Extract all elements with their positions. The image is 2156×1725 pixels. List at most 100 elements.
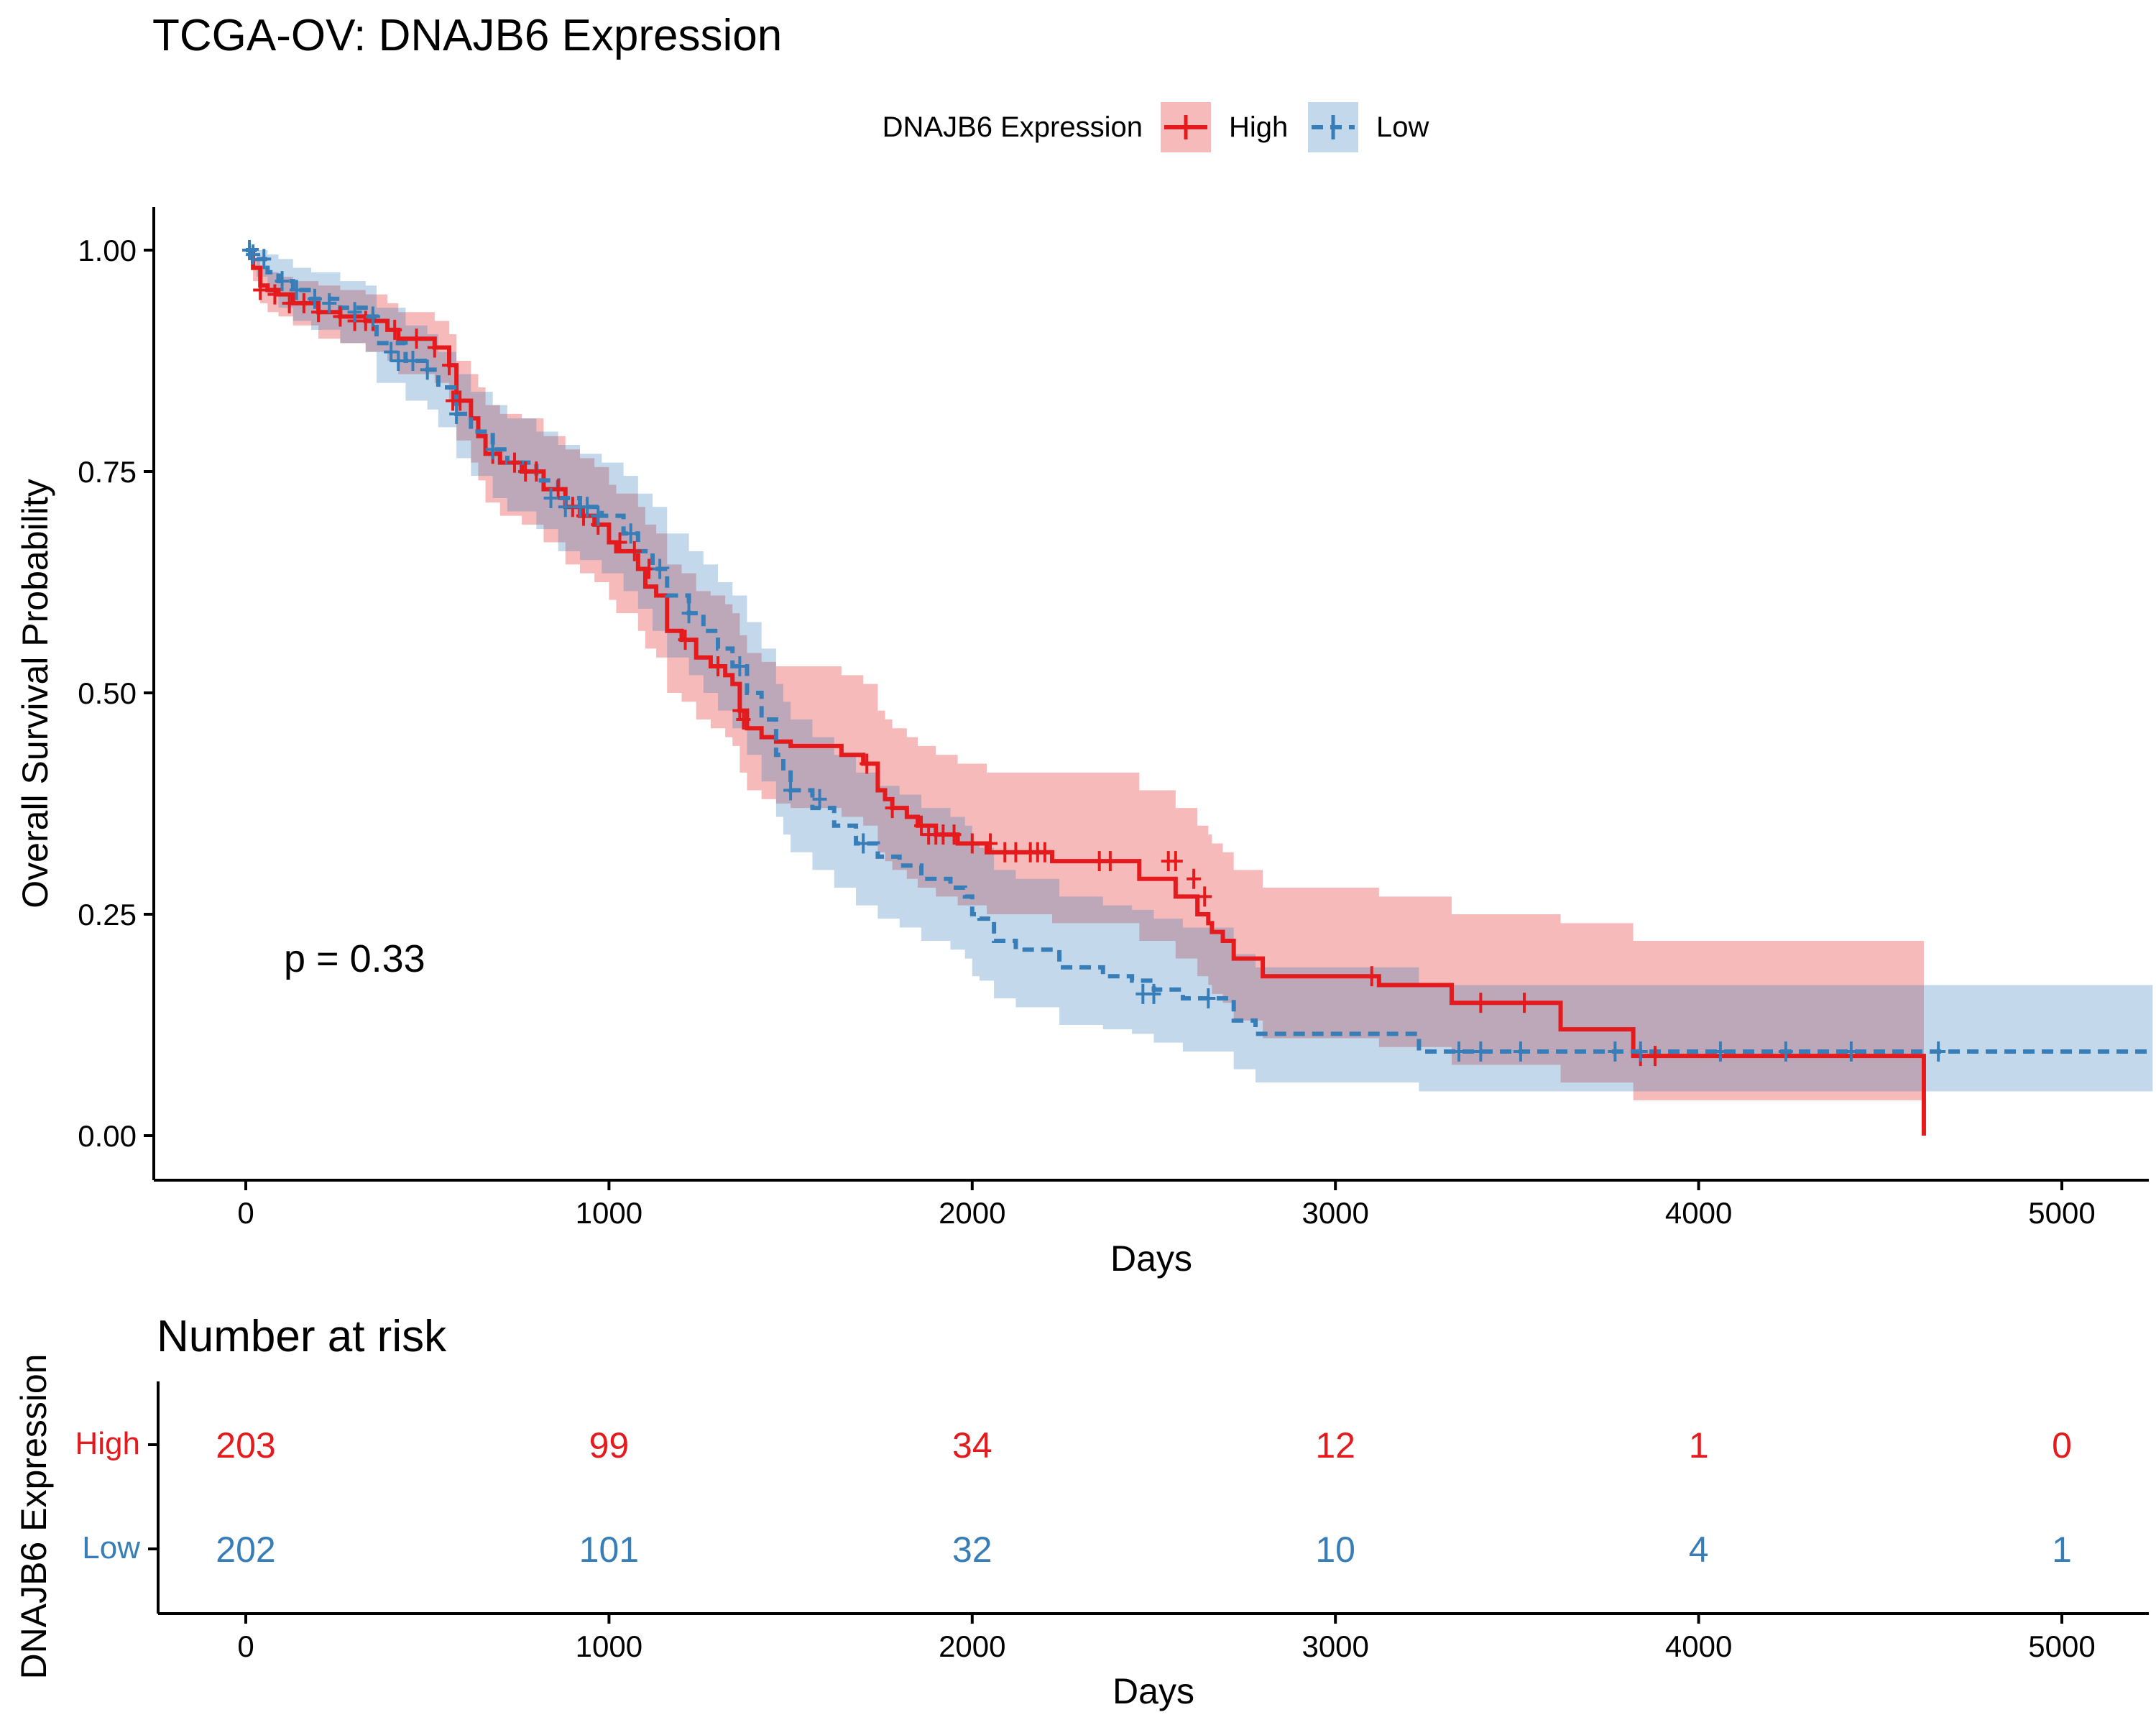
censor-mark-low: [322, 293, 337, 313]
ci-band-low: [246, 250, 2153, 1092]
risk-value-low: 101: [579, 1530, 639, 1570]
x-tick-label: 1000: [576, 1196, 642, 1230]
censor-mark-high: [946, 824, 962, 845]
risk-value-high: 203: [216, 1425, 275, 1466]
censor-mark-low: [653, 558, 668, 579]
ci-band-high: [246, 250, 1924, 1100]
censor-mark-low: [580, 497, 595, 518]
censor-mark-high: [1647, 1046, 1662, 1067]
risk-y-axis-title: DNAJB6 Expression: [14, 1354, 54, 1680]
x-tick-label: 2000: [939, 1196, 1005, 1230]
censor-mark-high: [964, 833, 980, 854]
censor-mark-high: [612, 532, 627, 553]
censor-mark-low: [420, 359, 435, 380]
censor-mark-high: [507, 452, 522, 473]
risk-value-low: 4: [1689, 1530, 1709, 1570]
legend-item-low: Low: [1308, 102, 1429, 152]
risk-x-tick-label: 0: [237, 1629, 254, 1663]
x-tick-label: 3000: [1302, 1196, 1368, 1230]
censor-mark-low: [1513, 1041, 1528, 1062]
censor-mark-low: [681, 603, 696, 624]
censor-mark-high: [427, 337, 442, 358]
p-value-annotation: p = 0.33: [284, 937, 425, 980]
censor-mark-high: [1037, 842, 1052, 862]
censor-mark-high: [311, 302, 326, 323]
legend-label-high: High: [1229, 111, 1288, 143]
censor-mark-high: [860, 753, 875, 774]
censor-mark-high: [1517, 993, 1532, 1013]
censor-mark-high: [296, 293, 311, 313]
censor-mark-high: [529, 461, 544, 482]
censor-mark-low: [543, 487, 558, 508]
y-tick-label: 0.25: [78, 898, 137, 932]
censor-mark-low: [783, 780, 798, 801]
x-axis-title: Days: [1110, 1238, 1192, 1279]
censor-mark-low: [1146, 983, 1161, 1004]
risk-x-tick-label: 2000: [939, 1629, 1005, 1663]
censor-mark-high: [736, 709, 751, 730]
risk-value-high: 12: [1315, 1425, 1355, 1466]
censor-mark-low: [246, 244, 261, 265]
censor-mark-low: [485, 439, 500, 460]
censor-mark-low: [1843, 1041, 1858, 1062]
censor-mark-high: [253, 280, 268, 300]
censor-mark-low: [558, 497, 573, 518]
risk-x-tick-label: 4000: [1665, 1629, 1732, 1663]
censor-mark-low: [623, 523, 638, 544]
censor-mark-low: [365, 306, 380, 327]
censor-mark-low: [1778, 1041, 1793, 1062]
risk-x-axis-title: Days: [1112, 1671, 1194, 1711]
y-tick-label: 1.00: [78, 234, 137, 267]
censor-mark-high: [1473, 993, 1488, 1013]
risk-table-title: Number at risk: [157, 1312, 447, 1361]
censor-mark-low: [812, 788, 827, 809]
risk-value-high: 34: [952, 1425, 992, 1466]
risk-row-label-low: Low: [82, 1530, 140, 1565]
risk-value-low: 32: [952, 1530, 992, 1570]
censor-mark-low: [384, 341, 399, 362]
censor-mark-low: [1608, 1041, 1623, 1062]
censor-mark-low: [591, 505, 606, 526]
legend-item-high: High: [1161, 102, 1288, 152]
censor-mark-high: [387, 319, 402, 340]
y-tick-label: 0.50: [78, 676, 137, 710]
censor-mark-high: [333, 306, 348, 327]
y-tick-label: 0.75: [78, 455, 137, 489]
censor-mark-high: [885, 798, 900, 819]
censor-mark-high: [453, 390, 468, 411]
censor-mark-high: [282, 293, 297, 313]
legend-label-low: Low: [1376, 111, 1429, 143]
censor-mark-low: [856, 833, 871, 854]
censor-mark-high: [1008, 842, 1023, 862]
risk-value-low: 1: [2052, 1530, 2072, 1570]
censor-mark-low: [1452, 1041, 1467, 1062]
censor-mark-low: [308, 288, 323, 309]
censor-mark-high: [267, 284, 282, 305]
censor-mark-high: [983, 833, 998, 854]
x-axis-ticks: 0 1000 2000 3000 4000 5000: [237, 1180, 2096, 1230]
censor-marks: [242, 240, 1946, 1067]
censor-mark-low: [1201, 988, 1216, 1009]
censor-mark-low: [449, 403, 464, 424]
censor-mark-low: [347, 302, 362, 323]
legend: DNAJB6 Expression High Low: [883, 102, 1429, 152]
risk-value-high: 99: [589, 1425, 630, 1466]
censor-mark-high: [627, 540, 642, 561]
censor-mark-low: [1931, 1041, 1946, 1062]
censor-mark-low: [1633, 1041, 1648, 1062]
risk-value-low: 202: [216, 1530, 275, 1570]
x-tick-label: 5000: [2028, 1196, 2095, 1230]
censor-mark-low: [289, 280, 304, 300]
censor-mark-high: [442, 355, 457, 376]
censor-mark-low: [391, 351, 406, 371]
y-axis-title: Overall Survival Probability: [15, 479, 55, 908]
censor-mark-high: [1168, 851, 1183, 872]
chart-title: TCGA-OV: DNAJB6 Expression: [152, 11, 782, 60]
censor-mark-high: [678, 630, 693, 650]
censor-mark-high: [409, 328, 424, 349]
confidence-bands: [246, 250, 2153, 1100]
risk-value-high: 0: [2052, 1425, 2072, 1466]
